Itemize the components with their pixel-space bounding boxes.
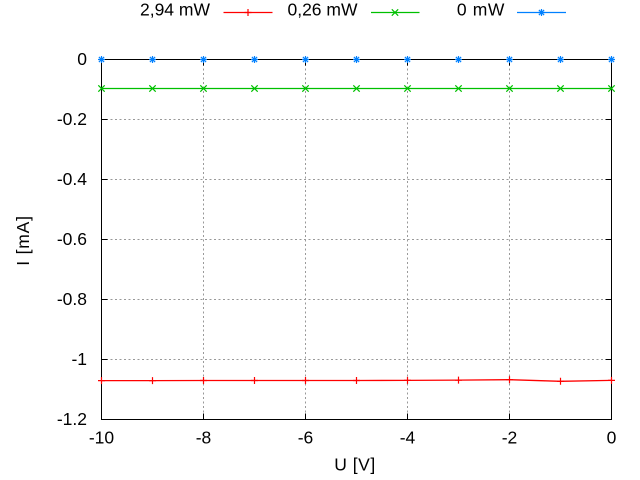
svg-text:2,94 mW: 2,94 mW — [140, 0, 210, 20]
svg-text:U [V]: U [V] — [334, 455, 375, 475]
svg-text:0: 0 — [607, 428, 617, 448]
svg-text:-4: -4 — [400, 428, 416, 448]
svg-text:-0.6: -0.6 — [57, 229, 87, 249]
svg-text:-10: -10 — [89, 428, 115, 448]
svg-text:-0.2: -0.2 — [57, 109, 87, 129]
svg-text:-0.8: -0.8 — [57, 289, 87, 309]
svg-text:-0.4: -0.4 — [57, 169, 87, 189]
svg-text:-1.2: -1.2 — [57, 409, 87, 429]
svg-text:0,26 mW: 0,26 mW — [287, 0, 357, 20]
svg-text:0 mW: 0 mW — [457, 0, 505, 20]
svg-text:-2: -2 — [502, 428, 518, 448]
svg-text:0: 0 — [77, 49, 87, 69]
svg-text:-6: -6 — [298, 428, 314, 448]
svg-text:-8: -8 — [196, 428, 212, 448]
svg-text:I [mA]: I [mA] — [13, 215, 33, 266]
svg-text:-1: -1 — [71, 349, 87, 369]
